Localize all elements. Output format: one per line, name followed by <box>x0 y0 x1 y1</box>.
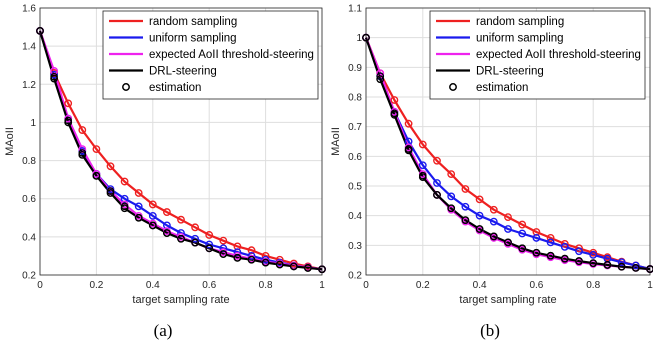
x-axis-label: target sampling rate <box>132 294 229 306</box>
x-tick-label: 0.4 <box>473 280 487 291</box>
y-tick-label: 0.9 <box>348 63 362 74</box>
y-tick-label: 0.7 <box>348 122 362 133</box>
legend: random sampling uniform sampling expected … <box>430 11 645 99</box>
chart-caption: (a) <box>154 321 173 340</box>
y-tick-label: 1 <box>356 33 362 44</box>
y-tick-label: 0.5 <box>348 182 362 193</box>
chart-caption: (b) <box>480 321 500 340</box>
legend-label: uniform sampling <box>476 33 564 45</box>
x-tick-label: 0.8 <box>586 280 600 291</box>
x-axis-label: target sampling rate <box>459 294 556 306</box>
y-tick-label: 1.1 <box>348 4 362 15</box>
x-tick-label: 0.6 <box>202 280 216 291</box>
y-tick-label: 0.4 <box>22 232 36 243</box>
x-tick-label: 1 <box>647 280 653 291</box>
x-tick-label: 0.6 <box>529 280 543 291</box>
x-tick-label: 0.2 <box>89 280 103 291</box>
x-tick-label: 0.4 <box>146 280 160 291</box>
legend-label: expected AoII threshold-steering <box>476 49 641 61</box>
y-tick-label: 0.8 <box>348 93 362 104</box>
legend-label: DRL-steering <box>476 66 544 78</box>
y-tick-label: 1.2 <box>22 80 36 91</box>
y-tick-label: 0.6 <box>348 152 362 163</box>
y-tick-label: 0.3 <box>348 241 362 252</box>
y-tick-label: 0.2 <box>22 271 36 282</box>
legend-label: estimation <box>149 82 201 94</box>
y-tick-label: 0.6 <box>22 194 36 205</box>
legend: random sampling uniform sampling expected … <box>103 11 318 99</box>
legend-label: expected AoII threshold-steering <box>149 49 314 61</box>
y-axis-label: MAoII <box>4 127 16 156</box>
y-tick-label: 0.8 <box>22 156 36 167</box>
y-tick-label: 1 <box>30 118 36 129</box>
y-tick-label: 0.4 <box>348 211 362 222</box>
legend-label: random sampling <box>149 16 237 28</box>
x-tick-label: 0.8 <box>259 280 273 291</box>
y-tick-label: 1.6 <box>22 4 36 15</box>
x-tick-label: 0 <box>37 280 43 291</box>
legend-label: random sampling <box>476 16 564 28</box>
y-tick-label: 0.2 <box>348 271 362 282</box>
x-tick-label: 0 <box>363 280 369 291</box>
y-tick-label: 1.4 <box>22 42 36 53</box>
x-tick-label: 1 <box>319 280 325 291</box>
y-axis-label: MAoII <box>330 127 342 156</box>
chart-a: 0.20.40.60.811.21.41.60 0.2 0.4 0.6 0.8 1targ… <box>4 4 325 341</box>
chart-b: 0.20.30.40.50.60.70.80.911.10 0.2 0.4 0.6 0.… <box>330 4 653 341</box>
legend-label: DRL-steering <box>149 66 217 78</box>
legend-label: estimation <box>476 82 528 94</box>
x-tick-label: 0.2 <box>416 280 430 291</box>
legend-label: uniform sampling <box>149 33 237 45</box>
